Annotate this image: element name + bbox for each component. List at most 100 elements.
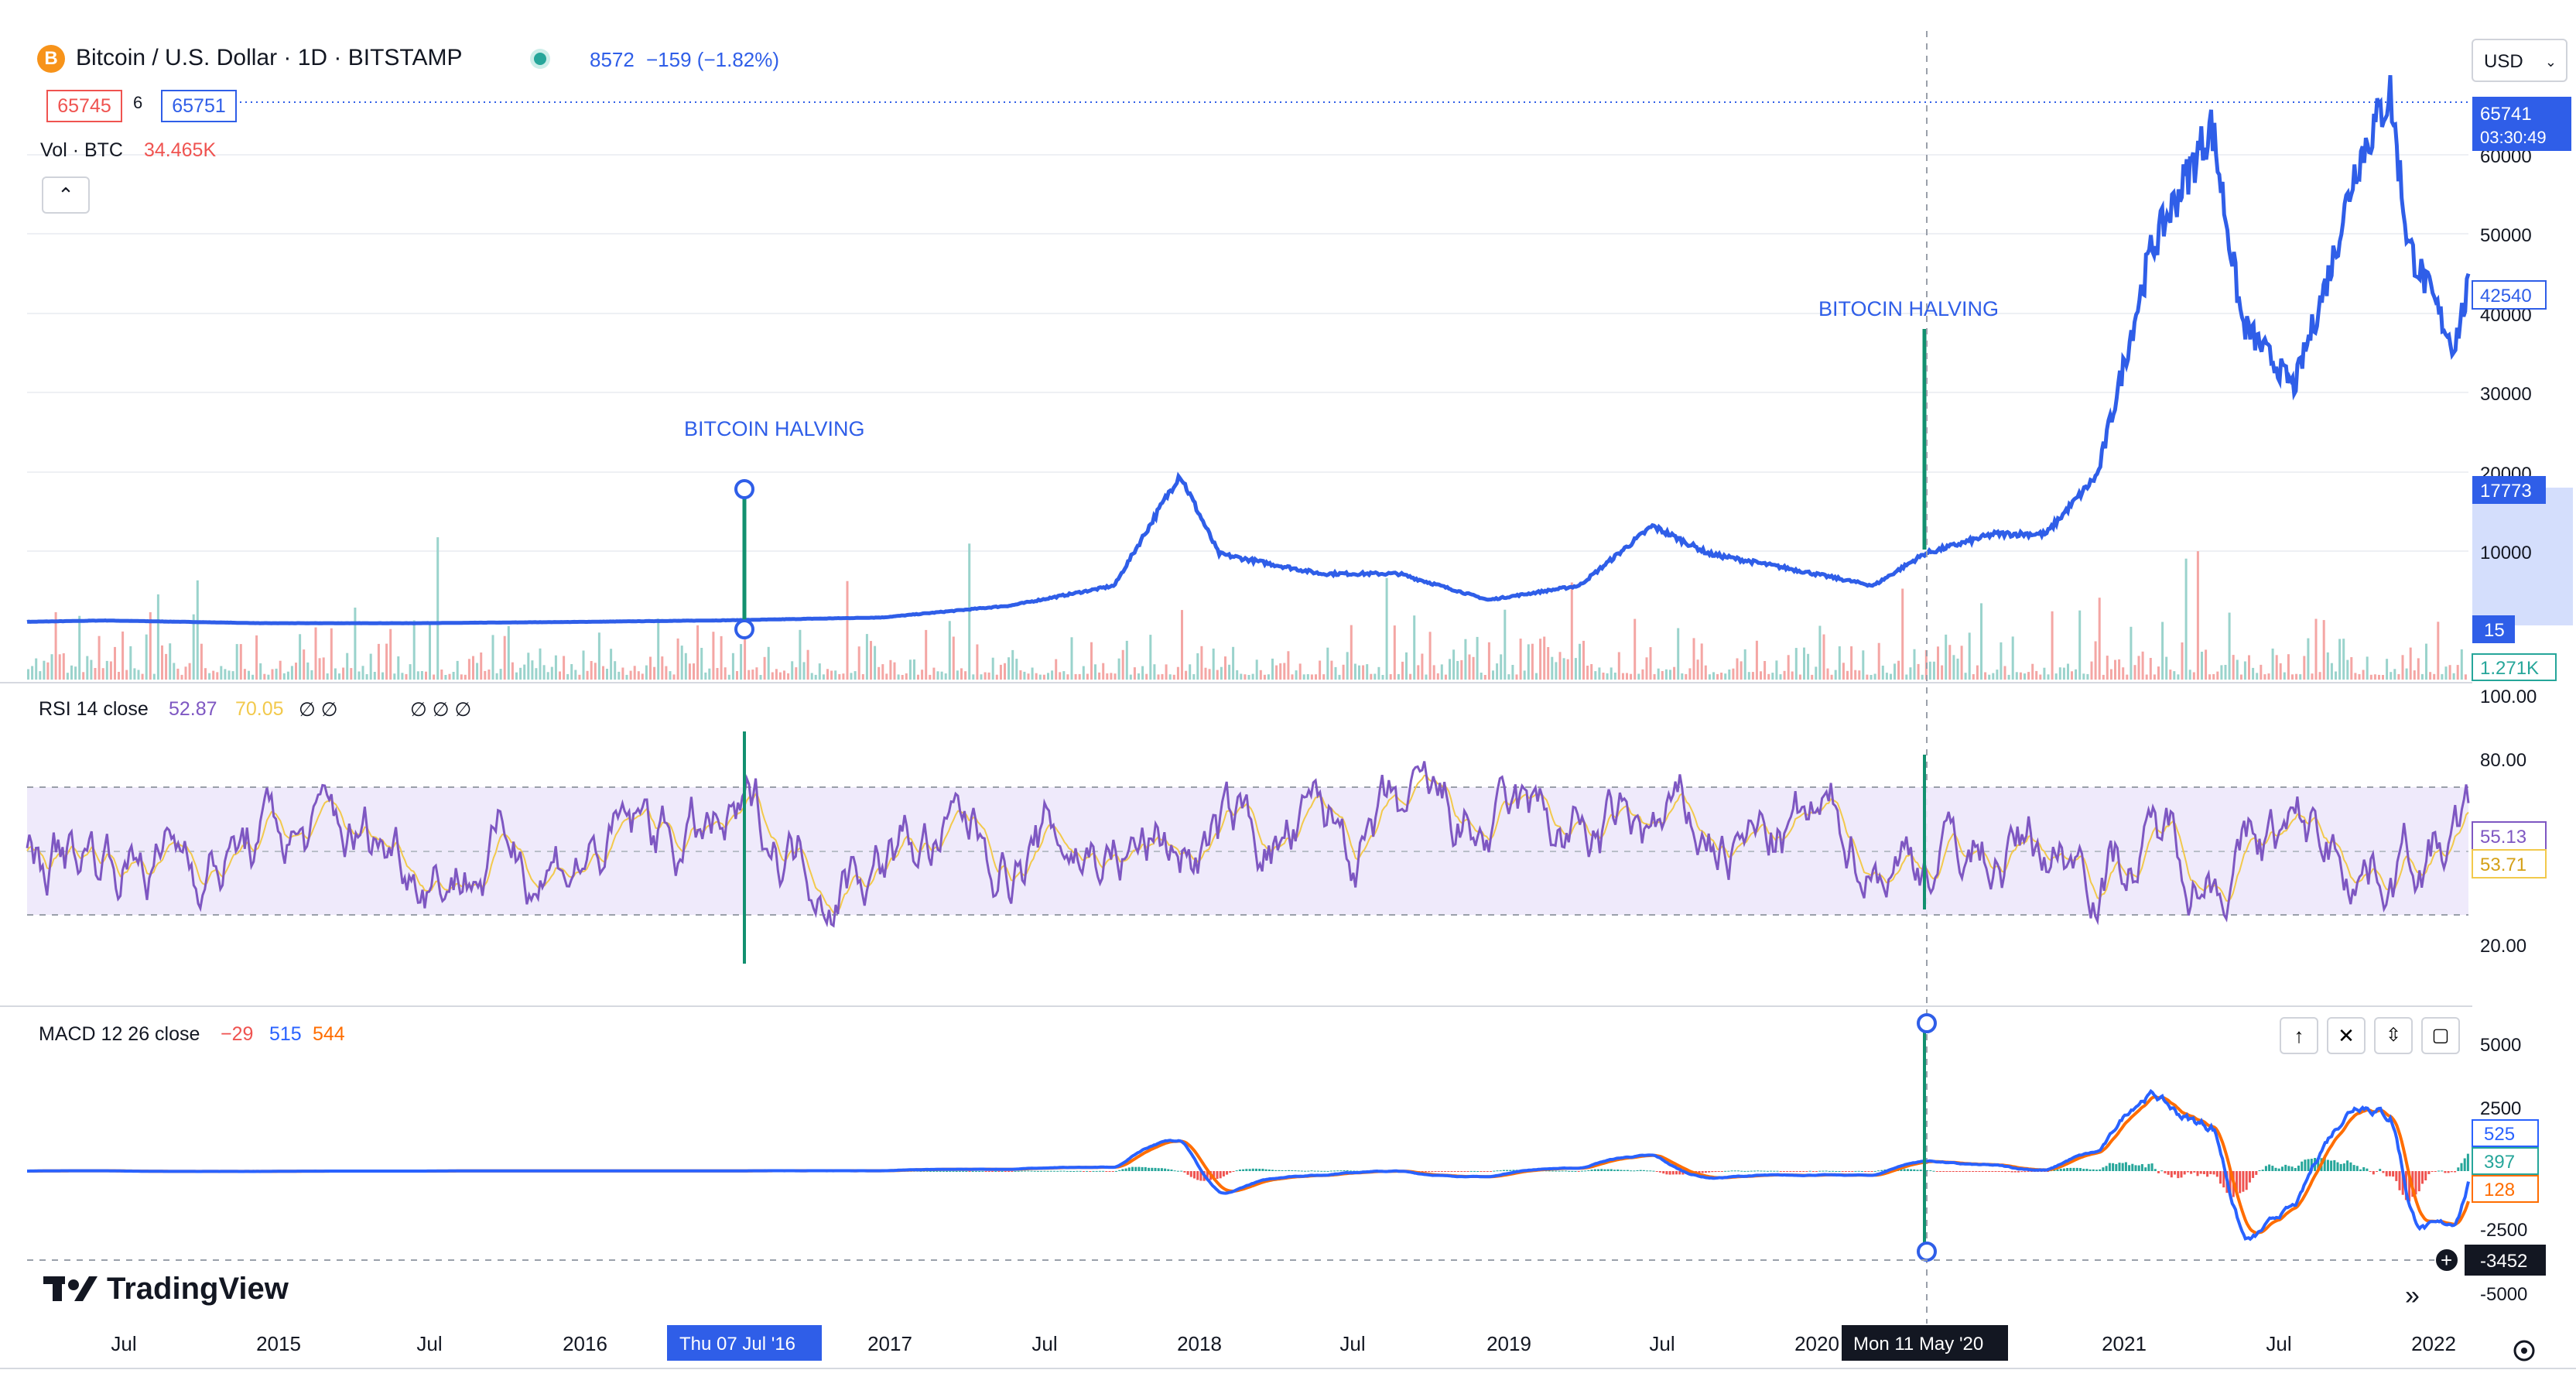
volume-bar [1228, 664, 1231, 680]
volume-bar [1271, 658, 1274, 680]
time-highlight-2-label: Mon 11 May '20 [1853, 1334, 1983, 1355]
macd-handle-bottom[interactable] [1917, 1242, 1937, 1262]
volume-bar [2433, 673, 2436, 680]
price-range-highlight [2472, 488, 2573, 625]
volume-bar [1885, 673, 1888, 680]
macd-hist-bar [1630, 1170, 1633, 1172]
macd-hist-bar [1226, 1171, 1229, 1175]
macd-hist-bar [1105, 1171, 1108, 1172]
add-alert-icon[interactable] [2434, 1248, 2459, 1272]
volume-bar [1515, 674, 1518, 680]
volume-bar [2287, 654, 2290, 680]
volume-bar [893, 662, 896, 680]
macd-hist-bar [2271, 1166, 2274, 1171]
macd-hist-bar [1291, 1170, 1294, 1171]
move-pane-up-button[interactable]: ↑ [2280, 1017, 2318, 1054]
macd-hist-bar [1626, 1170, 1629, 1171]
macd-hist-bar [1760, 1170, 1763, 1172]
volume-bar [1377, 666, 1380, 680]
volume-bar [121, 631, 125, 680]
halving-handle-top-1[interactable] [734, 479, 754, 499]
macd-hist-bar [1984, 1171, 1987, 1172]
macd-hist-bar [1014, 1170, 1017, 1172]
macd-hist-bar [1294, 1170, 1297, 1172]
volume-bar [1059, 672, 1062, 680]
volume-bar [231, 671, 234, 680]
volume-bar [1507, 674, 1510, 680]
volume-bar [2338, 639, 2342, 680]
macd-handle-top[interactable] [1917, 1013, 1937, 1033]
volume-bar [602, 666, 604, 680]
macd-hist-bar [1049, 1170, 1052, 1172]
collapse-legend-button[interactable]: ⌃ [42, 176, 90, 214]
macd-hist-bar [1444, 1171, 1447, 1172]
macd-hist-bar [2369, 1171, 2372, 1172]
macd-hist-bar [2137, 1165, 2140, 1171]
macd-hist-bar [1288, 1170, 1291, 1171]
volume-bar [1830, 674, 1833, 680]
volume-bar [1535, 673, 1538, 680]
halving-handle-bottom-1[interactable] [734, 619, 754, 639]
market-status-icon[interactable] [534, 53, 546, 65]
volume-bar [101, 668, 104, 680]
volume-bar [476, 663, 479, 680]
volume-bar [1747, 672, 1750, 680]
volume-bar [1015, 659, 1018, 680]
volume-bar [1685, 673, 1688, 680]
volume-bar [1322, 674, 1326, 680]
volume-bar [1472, 656, 1475, 680]
macd-hist-bar [1457, 1171, 1459, 1172]
gear-icon[interactable] [2513, 1340, 2535, 1361]
volume-bar [1673, 666, 1676, 680]
sell-button[interactable]: 65745 [46, 90, 122, 122]
volume-bar [913, 659, 915, 680]
volume-bar [365, 674, 368, 680]
macd-hist-bar [1466, 1171, 1469, 1172]
scroll-to-realtime-icon[interactable]: » [2405, 1281, 2420, 1310]
volume-bar [1720, 673, 1723, 680]
macd-hist-bar [2304, 1159, 2307, 1171]
macd-hist-tag [2472, 1147, 2539, 1175]
volume-bar [641, 673, 644, 680]
volume-bar [1547, 647, 1550, 680]
symbol-title[interactable]: Bitcoin / U.S. Dollar · 1D · BITSTAMP [76, 45, 463, 70]
volume-bar [1630, 673, 1633, 680]
volume-bar [243, 669, 246, 680]
macd-hist-bar [1757, 1170, 1760, 1172]
volume-bar [1504, 609, 1507, 680]
macd-hist-bar [2294, 1168, 2297, 1171]
buy-button[interactable]: 65751 [161, 90, 237, 122]
collapse-pane-button[interactable]: ⇳ [2374, 1017, 2413, 1054]
macd-signal-tag-value: 128 [2484, 1180, 2515, 1200]
volume-bar [1500, 654, 1503, 680]
volume-bar [105, 660, 108, 680]
macd-hist-bar [1945, 1171, 1948, 1172]
macd-hist-bar [2160, 1170, 2164, 1172]
volume-bar [1216, 670, 1219, 680]
volume-bar [1928, 661, 1931, 680]
macd-hist-bar [2150, 1163, 2154, 1171]
maximize-pane-button[interactable]: ▢ [2421, 1017, 2460, 1054]
volume-bar [1200, 646, 1203, 680]
currency-select[interactable]: USD ⌄ [2472, 39, 2567, 82]
volume-bar [2000, 642, 2003, 680]
macd-hist-bar [1802, 1171, 1805, 1172]
volume-bar [1401, 661, 1404, 680]
volume-bar [2094, 641, 2097, 680]
macd-hist-bar [2020, 1171, 2024, 1173]
rsi-legend-label[interactable]: RSI 14 close [39, 698, 149, 720]
volume-bar [2114, 659, 2116, 680]
volume-bar [1185, 670, 1188, 680]
macd-hist-bar [1822, 1170, 1825, 1172]
volume-bar [1822, 634, 1825, 680]
macd-hist-bar [1193, 1171, 1196, 1179]
volume-bar [1897, 660, 1900, 680]
macd-legend-label[interactable]: MACD 12 26 close [39, 1023, 200, 1045]
chevron-up-icon: ⌃ [57, 183, 74, 207]
macd-hist-bar [1011, 1171, 1014, 1172]
volume-bar [70, 665, 73, 680]
volume-bar [672, 674, 676, 680]
close-pane-button[interactable]: ✕ [2327, 1017, 2366, 1054]
volume-bar [1196, 653, 1199, 680]
